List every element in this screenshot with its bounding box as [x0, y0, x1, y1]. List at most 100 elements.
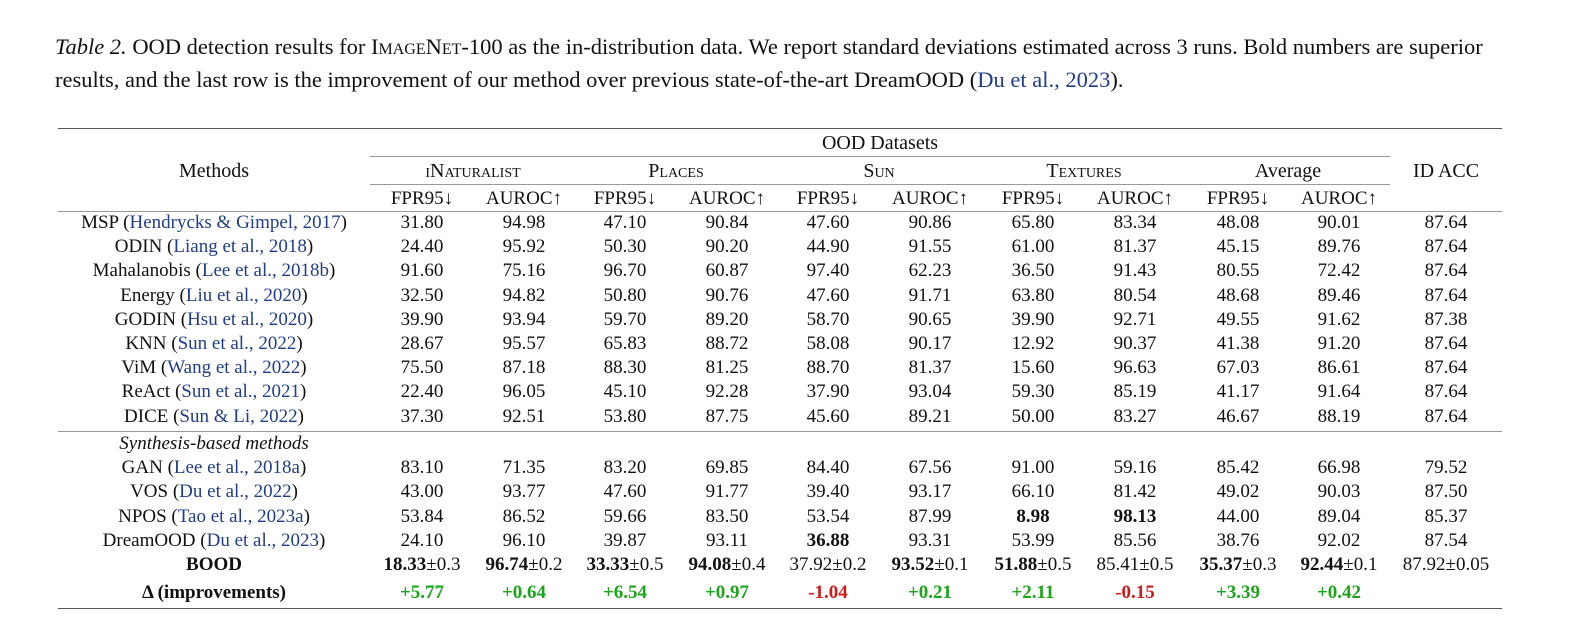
bood-std: ±0.3 — [1242, 554, 1277, 575]
table-cell: 89.21 — [908, 405, 952, 427]
citation-link[interactable]: Liu et al., 2020 — [185, 284, 302, 306]
method-name: Energy (Liu et al., 2020) — [120, 284, 308, 306]
citation-link[interactable]: Liang et al., 2018 — [173, 236, 307, 258]
table-cell: 90.01 — [1317, 212, 1361, 233]
methods-header: Methods — [179, 160, 249, 182]
table-cell: 12.92 — [1011, 333, 1055, 354]
bood-cell: 93.52±0.1 — [892, 553, 969, 577]
citation-link[interactable]: Lee et al., 2018b — [201, 260, 330, 282]
table-cell: 88.19 — [1317, 405, 1361, 427]
table-cell: 39.40 — [806, 481, 850, 503]
method-label: DreamOOD — [102, 529, 196, 551]
table-cell: 81.42 — [1113, 481, 1157, 503]
table-cell: 32.50 — [400, 284, 444, 306]
id-acc-cell: 85.37 — [1424, 505, 1468, 527]
table-cell: 92.28 — [705, 381, 749, 403]
table-cell: 80.55 — [1216, 260, 1260, 282]
table-cell: 81.25 — [705, 357, 749, 379]
id-acc-cell: 87.64 — [1424, 333, 1468, 354]
method-label: ODIN — [114, 236, 163, 258]
method-label: Energy — [120, 284, 175, 306]
bood-value: 51.88 — [994, 554, 1038, 575]
citation-link[interactable]: Du et al., 2022 — [179, 481, 292, 503]
method-name: DICE (Sun & Li, 2022) — [124, 405, 304, 427]
table-cell: 53.54 — [806, 505, 850, 527]
bood-method-name: BOOD — [186, 554, 242, 575]
bood-value: 93.52 — [891, 554, 935, 575]
table-cell: 91.77 — [705, 481, 749, 503]
bood-cell: 96.74±0.2 — [486, 553, 563, 577]
bood-std: ±0.2 — [832, 554, 867, 575]
method-label: DICE — [124, 405, 169, 427]
bood-value: 85.41 — [1096, 554, 1140, 575]
delta-cell: +0.42 — [1316, 582, 1362, 603]
table-caption: Table 2. OOD detection results for Image… — [55, 30, 1517, 96]
table-cell: 95.57 — [502, 333, 546, 354]
delta-cell: +0.97 — [704, 582, 750, 603]
citation-link[interactable]: Hsu et al., 2020 — [187, 308, 307, 330]
table-cell: 63.80 — [1011, 284, 1055, 306]
table-cell: 91.55 — [908, 236, 952, 258]
table-cell: 86.61 — [1317, 357, 1361, 379]
table-cell: 83.50 — [705, 505, 749, 527]
id-acc-cell: 87.38 — [1424, 308, 1468, 330]
table-cell: 93.04 — [908, 381, 952, 403]
table-cell: 48.08 — [1216, 212, 1260, 233]
header-bottom-rule — [58, 211, 1502, 212]
caption-dataset: ImageNet — [371, 34, 462, 59]
citation-link[interactable]: Du et al., 2023 — [206, 529, 320, 551]
table-cell: 39.90 — [1011, 308, 1055, 330]
method-label: Mahalanobis — [92, 260, 191, 282]
citation-link[interactable]: Sun et al., 2021 — [181, 381, 301, 403]
table-cell: 85.19 — [1113, 381, 1157, 403]
table-cell: 91.71 — [908, 284, 952, 306]
table-cell: 96.63 — [1113, 357, 1157, 379]
bood-cell: 94.08±0.4 — [689, 553, 766, 577]
table-cell: 53.80 — [603, 405, 647, 427]
table-cell: 83.27 — [1113, 405, 1157, 427]
subheader-underline — [370, 184, 1390, 185]
dataset-header-3: Textures — [1046, 160, 1122, 182]
table-cell: 36.50 — [1011, 260, 1055, 282]
citation-link[interactable]: Hendrycks & Gimpel, 2017 — [129, 212, 341, 233]
bood-value: 35.37 — [1199, 554, 1243, 575]
id-acc-cell: 87.50 — [1424, 481, 1468, 503]
dataset-header-4: Average — [1254, 160, 1322, 182]
delta-cell: +6.54 — [602, 582, 648, 603]
citation-link[interactable]: Lee et al., 2018a — [173, 457, 301, 478]
delta-cell: -1.04 — [808, 582, 848, 603]
table-cell: 38.76 — [1216, 529, 1260, 551]
caption-text-c: ). — [1110, 67, 1124, 92]
table-cell: 37.90 — [806, 381, 850, 403]
bood-value: 94.08 — [688, 554, 732, 575]
table-cell: 91.62 — [1317, 308, 1361, 330]
id-acc-cell: 87.64 — [1424, 212, 1468, 233]
citation-link[interactable]: Sun et al., 2022 — [177, 333, 297, 354]
bood-id-acc-cell: 87.92±0.05 — [1402, 554, 1490, 575]
metric-header-8: FPR95↓ — [1206, 188, 1270, 209]
table-cell: 90.65 — [908, 308, 952, 330]
table-cell: 45.60 — [806, 405, 850, 427]
delta-cell: +2.11 — [1011, 582, 1055, 603]
table-cell: 59.66 — [603, 505, 647, 527]
citation-link[interactable]: Tao et al., 2023a — [177, 505, 304, 527]
table-cell: 53.99 — [1011, 529, 1055, 551]
bood-std: ±0.3 — [426, 554, 461, 575]
table-cell: 90.03 — [1317, 481, 1361, 503]
table-cell: 47.60 — [806, 212, 850, 233]
bood-value: 37.92 — [789, 554, 833, 575]
citation-link[interactable]: Wang et al., 2022 — [167, 357, 301, 379]
caption-citation-link[interactable]: Du et al., 2023 — [977, 67, 1111, 92]
table-cell: 96.70 — [603, 260, 647, 282]
table-cell: 50.00 — [1011, 405, 1055, 427]
table-cell: 96.05 — [502, 381, 546, 403]
table-cell: 50.30 — [603, 236, 647, 258]
table-cell: 94.82 — [502, 284, 546, 306]
table-cell: 67.56 — [908, 457, 952, 478]
table-cell: 97.40 — [806, 260, 850, 282]
table-cell: 89.76 — [1317, 236, 1361, 258]
table-cell: 75.16 — [502, 260, 546, 282]
ood-datasets-underline — [370, 156, 1390, 157]
citation-link[interactable]: Sun & Li, 2022 — [179, 405, 298, 427]
table-cell: 90.84 — [705, 212, 749, 233]
